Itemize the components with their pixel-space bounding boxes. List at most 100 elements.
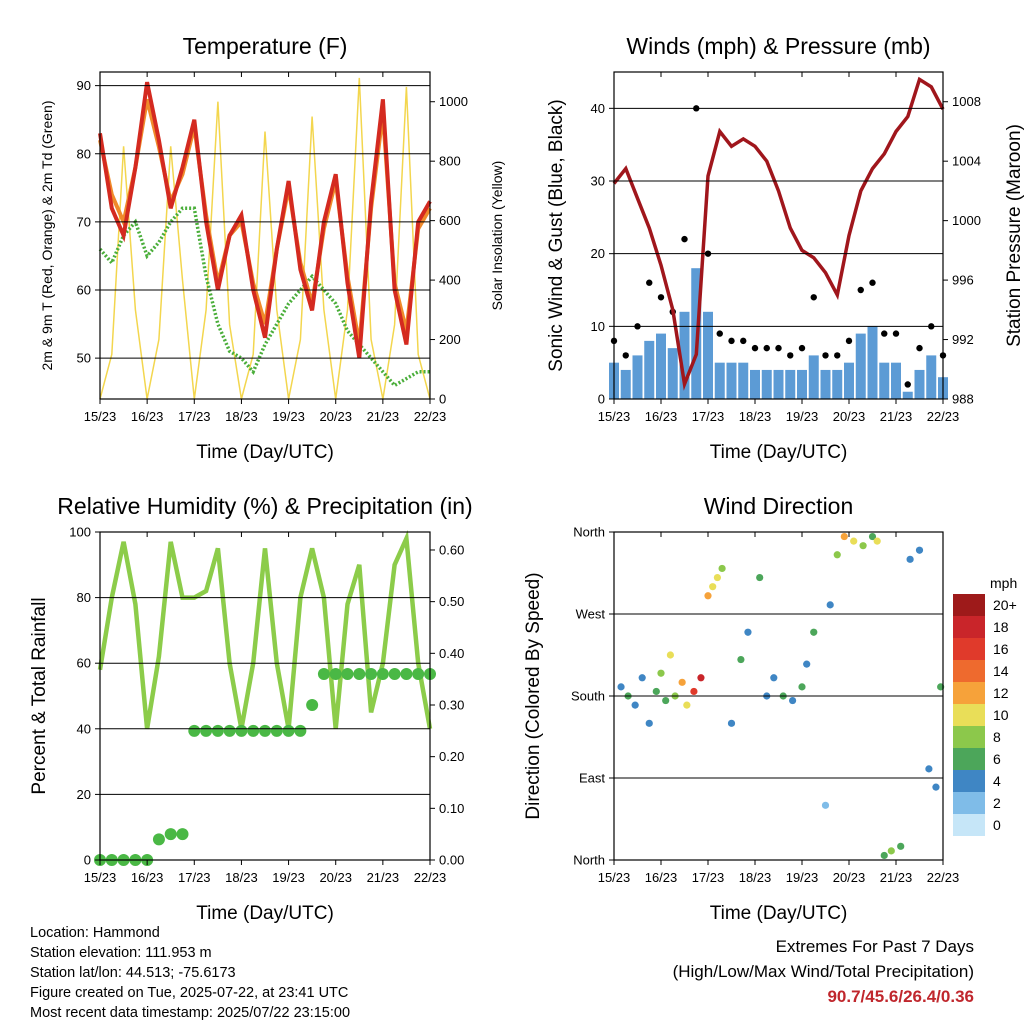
wind-bar xyxy=(679,311,690,399)
wind-bar xyxy=(820,369,831,399)
y-tick-label: North xyxy=(573,525,605,540)
gust-point xyxy=(822,352,829,359)
colorbar-label: 18 xyxy=(993,619,1009,635)
precip-point xyxy=(200,724,213,737)
plot-frame xyxy=(99,531,431,861)
direction-point xyxy=(887,847,895,855)
direction-point xyxy=(718,564,726,573)
figure-created: Figure created on Tue, 2025-07-22, at 23… xyxy=(30,985,349,1001)
x-tick-label: 20/23 xyxy=(833,870,866,885)
station-info: Location: Hammond Station elevation: 111… xyxy=(30,923,350,1023)
direction-point xyxy=(770,674,778,682)
y-tick-label: North xyxy=(573,853,605,868)
x-axis-label: Time (Day/UTC) xyxy=(710,442,848,463)
humidity-line xyxy=(97,529,433,730)
colorbar-title: mph xyxy=(990,575,1017,591)
wind-bar xyxy=(844,362,854,399)
x-axis-label: Time (Day/UTC) xyxy=(710,903,848,924)
direction-point xyxy=(683,701,691,709)
x-axis-label: Time (Day/UTC) xyxy=(196,442,334,463)
gust-point xyxy=(740,337,747,345)
direction-point xyxy=(727,719,736,727)
y-tick-label: 90 xyxy=(77,78,91,93)
wind-bar xyxy=(867,326,878,399)
x-tick-label: 15/23 xyxy=(598,870,631,885)
y-tick-label: West xyxy=(576,607,606,622)
chart-title: Wind Direction xyxy=(704,493,854,519)
gust-point xyxy=(787,352,794,359)
y-tick-label: 40 xyxy=(591,101,605,116)
gust-point xyxy=(810,294,817,301)
gust-point xyxy=(646,279,653,286)
x-tick-label: 22/23 xyxy=(927,409,960,424)
precip-point xyxy=(294,724,307,737)
x-tick-label: 20/23 xyxy=(319,409,352,424)
direction-point xyxy=(713,573,722,582)
x-tick-label: 20/23 xyxy=(319,870,352,885)
wind-speed-colorbar: mph 20+ 18 16 14 12 10 8 6 4 2 0 xyxy=(953,575,1017,836)
gust-point xyxy=(622,352,629,359)
wind-bar xyxy=(926,355,937,399)
direction-point xyxy=(915,546,924,554)
y-right-tick-label: 996 xyxy=(952,273,974,288)
wind-bar xyxy=(761,369,772,399)
y-right-axis-label: Station Pressure (Maroon) xyxy=(1004,124,1024,347)
y-tick-label: 20 xyxy=(591,246,605,261)
precip-point xyxy=(152,833,165,846)
y-tick-label: 60 xyxy=(77,283,91,298)
x-tick-label: 19/23 xyxy=(786,409,819,424)
x-axis-label: Time (Day/UTC) xyxy=(196,903,334,924)
y-right-tick-label: 992 xyxy=(952,332,974,347)
precip-point xyxy=(211,724,224,737)
direction-point xyxy=(631,701,639,709)
colorbar-swatch xyxy=(953,616,985,638)
direction-point xyxy=(850,537,858,545)
wind-bar xyxy=(773,369,784,399)
colorbar-swatch xyxy=(953,792,985,814)
y-tick-label: 0 xyxy=(84,853,91,868)
y-tick-label: 30 xyxy=(591,174,605,189)
gust-point xyxy=(775,344,782,352)
colorbar-swatch xyxy=(953,704,985,726)
wind-bar xyxy=(714,362,725,399)
y-axis-label: Percent & Total Rainfall xyxy=(29,597,50,794)
direction-point xyxy=(826,601,834,609)
direction-point xyxy=(662,696,670,705)
solar-insolation-line xyxy=(99,77,431,400)
gust-point xyxy=(657,294,665,301)
colorbar-swatch xyxy=(953,638,985,660)
x-tick-label: 15/23 xyxy=(598,409,631,424)
x-tick-label: 18/23 xyxy=(739,870,772,885)
colorbar-label: 4 xyxy=(993,773,1001,789)
gust-point xyxy=(716,330,723,337)
extremes-values: 90.7/45.6/26.4/0.36 xyxy=(827,987,974,1006)
station-location: Location: Hammond xyxy=(30,925,160,941)
y-right-tick-label: 0.50 xyxy=(439,594,464,609)
gust-point xyxy=(798,344,806,352)
colorbar-label: 2 xyxy=(993,795,1001,811)
y-right-tick-label: 600 xyxy=(439,213,461,228)
precip-point xyxy=(247,724,260,737)
precip-point xyxy=(282,724,295,737)
y-tick-label: East xyxy=(579,771,605,786)
y-tick-label: South xyxy=(571,689,605,704)
y-tick-label: 50 xyxy=(77,351,91,366)
chart-title: Relative Humidity (%) & Precipitation (i… xyxy=(57,493,472,519)
gust-point xyxy=(892,330,900,337)
precip-point xyxy=(365,667,378,680)
direction-point xyxy=(833,551,841,559)
colorbar-label: 14 xyxy=(993,663,1009,679)
colorbar-swatch xyxy=(953,660,985,682)
x-tick-label: 16/23 xyxy=(645,870,678,885)
x-tick-label: 16/23 xyxy=(131,409,164,424)
colorbar-label: 20+ xyxy=(993,597,1017,613)
colorbar-swatch xyxy=(953,682,985,704)
x-tick-label: 19/23 xyxy=(272,409,305,424)
chart-title: Temperature (F) xyxy=(183,33,348,59)
y-tick-label: 0 xyxy=(598,392,605,407)
wind-bar xyxy=(879,362,890,399)
direction-point xyxy=(932,783,940,791)
precip-point xyxy=(400,667,413,680)
x-tick-label: 15/23 xyxy=(84,870,117,885)
